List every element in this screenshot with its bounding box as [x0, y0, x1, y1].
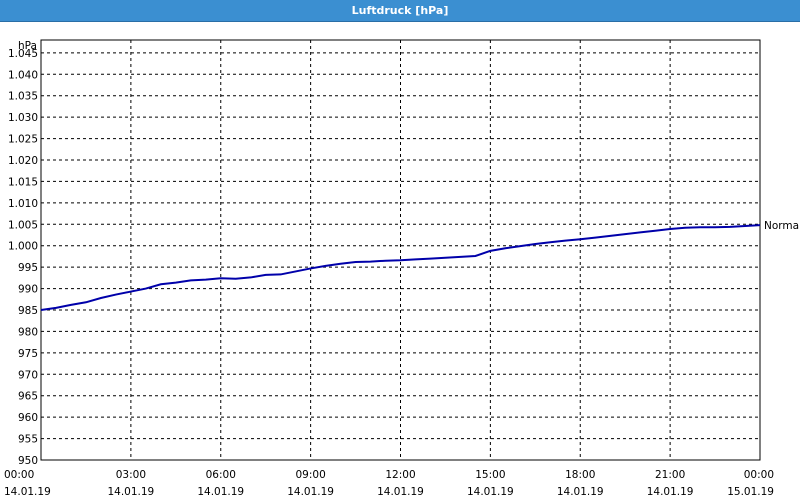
y-tick-label: 960 — [18, 412, 38, 424]
x-tick-label-date: 14.01.19 — [197, 486, 244, 498]
y-tick-label: 990 — [18, 284, 38, 296]
x-tick-label-time: 15:00 — [475, 469, 505, 481]
x-tick-label-date: 15.01.19 — [727, 486, 774, 498]
y-tick-label: 1.010 — [8, 198, 38, 210]
y-tick-label: 1.045 — [8, 48, 38, 60]
plot-area-border — [40, 39, 761, 461]
x-tick-label-date: 14.01.19 — [647, 486, 694, 498]
x-tick-label-time: 12:00 — [385, 469, 415, 481]
x-tick-label-time: 00:00 — [744, 469, 774, 481]
x-tick-label-time: 06:00 — [206, 469, 236, 481]
y-tick-label: 1.030 — [8, 112, 38, 124]
x-tick-labels: 00:00 14.01.19 03:00 14.01.19 06:00 14.01.19 0… — [4, 469, 774, 498]
x-tick-label-time: 21:00 — [655, 469, 685, 481]
grid — [41, 40, 760, 460]
x-tick-label-date: 14.01.19 — [467, 486, 514, 498]
y-tick-labels: 950 955 960 965 970 975 980 985 990 995 1.000 1.005… — [8, 48, 38, 467]
y-tick-label: 985 — [18, 305, 38, 317]
y-tick-label: 970 — [18, 369, 38, 381]
x-tick-label-time: 03:00 — [116, 469, 146, 481]
x-tick-label-date: 14.01.19 — [107, 486, 154, 498]
y-tick-label: 980 — [18, 326, 38, 338]
x-tick-label-time: 00:00 — [4, 469, 34, 481]
y-tick-label: 965 — [18, 391, 38, 403]
x-tick-label-date: 14.01.19 — [4, 486, 51, 498]
window-title: Luftdruck [hPa] — [351, 4, 449, 17]
y-tick-label: 955 — [18, 434, 38, 446]
y-axis-unit-label: hPa — [18, 40, 37, 52]
x-tick-label-time: 18:00 — [565, 469, 595, 481]
y-tick-label: 1.035 — [8, 91, 38, 103]
x-tick-label-date: 14.01.19 — [557, 486, 604, 498]
y-tick-label: 1.015 — [8, 176, 38, 188]
y-tick-label: 950 — [18, 455, 38, 467]
y-tick-label: 1.020 — [8, 155, 38, 167]
x-tick-label-date: 14.01.19 — [287, 486, 334, 498]
x-tick-label-time: 09:00 — [295, 469, 325, 481]
y-tick-label: 1.000 — [8, 241, 38, 253]
y-tick-label: 1.025 — [8, 134, 38, 146]
y-tick-label: 995 — [18, 262, 38, 274]
y-tick-label: 975 — [18, 348, 38, 360]
y-tick-label: 1.040 — [8, 69, 38, 81]
y-tick-label: 1.005 — [8, 219, 38, 231]
x-tick-label-date: 14.01.19 — [377, 486, 424, 498]
title-bar: Luftdruck [hPa] — [0, 0, 800, 22]
series-label-normal: Normal — [764, 220, 800, 232]
pressure-chart: 950 955 960 965 970 975 980 985 990 995 1.000 1.005… — [4, 39, 800, 498]
series-line-normal — [40, 224, 761, 311]
